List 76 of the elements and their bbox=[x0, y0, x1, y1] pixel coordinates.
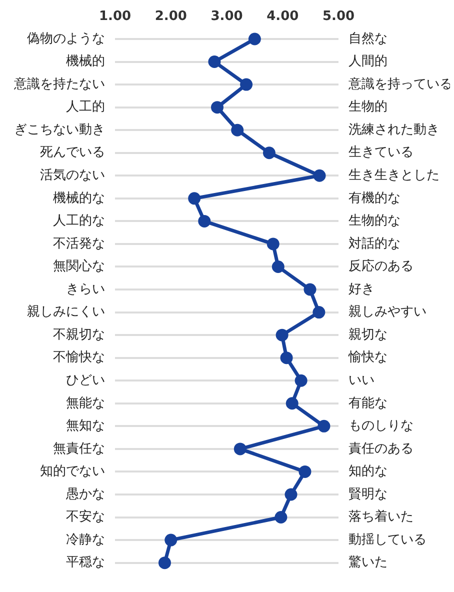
y2-tick-label: 有機的な bbox=[348, 190, 400, 206]
y2-tick-label: 生きている bbox=[348, 145, 414, 160]
y-tick-label: 意識を持たない bbox=[13, 76, 105, 92]
point bbox=[262, 146, 276, 160]
point bbox=[248, 32, 261, 46]
point bbox=[198, 214, 211, 228]
y2-tick-label: 知的な bbox=[348, 464, 388, 480]
y-tick-label: 無関心な bbox=[53, 258, 105, 274]
point bbox=[318, 420, 330, 432]
point bbox=[234, 442, 246, 456]
point bbox=[188, 192, 201, 205]
y2-tick-label: 好き bbox=[348, 282, 374, 297]
point bbox=[158, 556, 171, 570]
y-tick-label: 無責任な bbox=[53, 441, 105, 456]
y-tick-label: 機械的な bbox=[53, 190, 105, 206]
y2-tick-label: 有能な bbox=[348, 396, 388, 411]
y-tick-label: 冷静な bbox=[66, 532, 105, 548]
x-tick-label: 3.00 bbox=[210, 9, 243, 24]
point bbox=[231, 124, 244, 136]
point bbox=[286, 397, 298, 410]
y-tick-label: 死んでいる bbox=[40, 145, 105, 160]
point bbox=[294, 374, 308, 387]
y2-tick-label: ものしりな bbox=[348, 418, 414, 434]
y-tick-label: ひどい bbox=[66, 372, 105, 388]
y2-tick-label: 生き生きとした bbox=[348, 168, 440, 184]
y2-tick-label: 賢明な bbox=[348, 486, 388, 502]
x-tick-label: 1.00 bbox=[98, 9, 132, 24]
point bbox=[211, 101, 224, 114]
y-tick-label: ぎこちない動き bbox=[14, 122, 105, 138]
point bbox=[240, 78, 253, 91]
point bbox=[284, 488, 298, 501]
x-tick-label: 5.00 bbox=[322, 9, 355, 24]
y2-tick-label: 反応のある bbox=[348, 258, 414, 274]
y2-tick-label: 対話的な bbox=[348, 235, 400, 252]
y-tick-label: 不活発な bbox=[53, 236, 105, 252]
y-tick-label: 不安な bbox=[66, 508, 105, 525]
y-tick-label: 機械的 bbox=[66, 54, 105, 70]
y-tick-label: 無知な bbox=[66, 418, 105, 434]
y-tick-label: 活気のない bbox=[40, 168, 105, 184]
y2-tick-label: 自然な bbox=[348, 31, 388, 46]
point bbox=[280, 352, 293, 364]
x-tick-label: 4.00 bbox=[266, 9, 299, 24]
y-tick-label: 愚かな bbox=[65, 486, 105, 502]
point bbox=[313, 169, 326, 182]
point bbox=[208, 56, 221, 68]
y2-tick-label: 人間的 bbox=[348, 54, 388, 70]
y-tick-label: きらい bbox=[66, 282, 105, 297]
point bbox=[276, 328, 288, 342]
y-tick-label: 偽物のような bbox=[27, 31, 105, 46]
y2-tick-label: 親切な bbox=[348, 327, 388, 342]
y2-tick-label: 責任のある bbox=[348, 441, 414, 456]
y2-tick-label: 生物的 bbox=[348, 100, 388, 115]
y2-tick-label: 洗練された動き bbox=[348, 122, 440, 138]
y-tick-label: 無能な bbox=[66, 396, 105, 411]
point bbox=[274, 511, 288, 524]
y2-tick-label: 生物的な bbox=[348, 214, 400, 229]
y2-tick-label: 落ち着いた bbox=[348, 508, 414, 525]
y2-tick-label: いい bbox=[348, 372, 374, 388]
y2-tick-label: 愉快な bbox=[348, 350, 388, 366]
y-tick-label: 親しみにくい bbox=[27, 304, 105, 320]
point bbox=[164, 534, 178, 546]
point bbox=[272, 260, 284, 273]
y2-tick-label: 親しみやすい bbox=[348, 304, 426, 320]
point bbox=[298, 465, 312, 478]
point bbox=[312, 306, 326, 319]
y-tick-label: 人工的な bbox=[53, 214, 105, 229]
y-tick-label: 不愉快な bbox=[53, 350, 105, 366]
y-tick-label: 不親切な bbox=[53, 327, 105, 342]
point bbox=[266, 238, 280, 250]
x-tick-label: 2.00 bbox=[154, 9, 187, 24]
y2-tick-label: 驚いた bbox=[348, 555, 388, 570]
y-tick-label: 平穏な bbox=[66, 555, 105, 570]
y-tick-label: 知的でない bbox=[40, 464, 105, 480]
point bbox=[304, 283, 316, 296]
y2-tick-label: 動揺している bbox=[348, 532, 426, 548]
y-tick-label: 人工的 bbox=[66, 100, 105, 115]
